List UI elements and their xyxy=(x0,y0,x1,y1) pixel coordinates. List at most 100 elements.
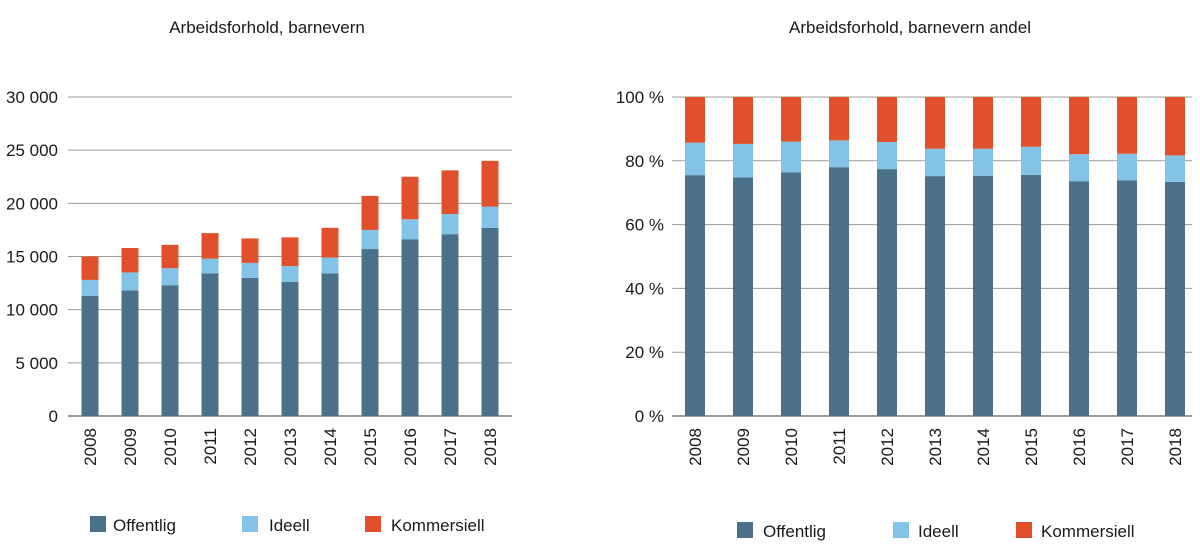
bar-kommersiell-2012 xyxy=(241,238,259,263)
bar-offentlig-2017 xyxy=(441,234,459,416)
bar-ideell-2015 xyxy=(1021,146,1041,175)
y-tick-labels: 0 % 20 % 40 % 60 % 80 % 100 % xyxy=(616,88,664,426)
bar-offentlig-2016 xyxy=(1069,181,1089,416)
bar-ideell-2008 xyxy=(81,279,99,296)
legend-swatch-ideell xyxy=(893,522,909,538)
x-tick-label: 2016 xyxy=(401,428,420,466)
x-tick-label: 2010 xyxy=(161,428,180,466)
bar-kommersiell-2012 xyxy=(877,97,897,142)
bar-kommersiell-2013 xyxy=(925,97,945,149)
x-tick-labels: 2008 2009 2010 2011 2012 2013 2014 2015 2016 2017… xyxy=(686,428,1185,466)
y-tick-label: 40 % xyxy=(625,279,664,298)
bar-kommersiell-2016 xyxy=(401,176,419,220)
bar-offentlig-2013 xyxy=(281,282,299,416)
bar-ideell-2013 xyxy=(281,266,299,283)
y-tick-label: 10 000 xyxy=(6,301,58,320)
legend-swatch-offentlig xyxy=(737,522,753,538)
bar-kommersiell-2016 xyxy=(1069,97,1089,155)
bar-ideell-2012 xyxy=(877,141,897,170)
bar-kommersiell-2011 xyxy=(201,233,219,259)
bar-ideell-2010 xyxy=(161,268,179,286)
bar-ideell-2014 xyxy=(321,257,339,274)
x-tick-label: 2008 xyxy=(81,428,100,466)
x-tick-label: 2015 xyxy=(1022,428,1041,466)
bar-offentlig-2009 xyxy=(733,177,753,416)
bar-ideell-2014 xyxy=(973,148,993,176)
x-tick-label: 2009 xyxy=(121,428,140,466)
bar-kommersiell-2017 xyxy=(1117,97,1137,154)
x-tick-labels: 2008 2009 2010 2011 2012 2013 2014 2015 2016 2017… xyxy=(81,428,500,466)
y-tick-label: 20 000 xyxy=(6,194,58,213)
chart-arbeidsforhold-andel: Arbeidsforhold, barnevern andel 0 % 20 % 4… xyxy=(616,18,1192,541)
bar-kommersiell-2008 xyxy=(81,256,99,280)
bar-offentlig-2013 xyxy=(925,176,945,416)
bar-kommersiell-2009 xyxy=(121,247,139,273)
x-tick-label: 2018 xyxy=(481,428,500,466)
bar-offentlig-2014 xyxy=(321,273,339,416)
legend-label-ideell: Ideell xyxy=(918,522,959,541)
legend-label-kommersiell: Kommersiell xyxy=(1041,522,1135,541)
y-tick-label: 0 % xyxy=(635,407,664,426)
bars xyxy=(685,97,1185,416)
legend: Offentlig Ideell Kommersiell xyxy=(90,516,485,535)
bar-offentlig-2012 xyxy=(241,277,259,416)
bar-offentlig-2011 xyxy=(201,273,219,416)
y-tick-label: 20 % xyxy=(625,343,664,362)
y-tick-label: 30 000 xyxy=(6,88,58,107)
bar-ideell-2017 xyxy=(1117,153,1137,181)
legend-swatch-kommersiell xyxy=(1016,522,1032,538)
bar-kommersiell-2009 xyxy=(733,97,753,144)
bar-ideell-2017 xyxy=(441,213,459,235)
x-tick-label: 2016 xyxy=(1070,428,1089,466)
y-tick-label: 60 % xyxy=(625,216,664,235)
bar-ideell-2016 xyxy=(401,219,419,240)
bar-kommersiell-2017 xyxy=(441,170,459,214)
y-tick-label: 80 % xyxy=(625,152,664,171)
bar-kommersiell-2018 xyxy=(1165,97,1185,156)
bar-kommersiell-2010 xyxy=(161,244,179,269)
bar-ideell-2018 xyxy=(1165,155,1185,182)
legend-label-kommersiell: Kommersiell xyxy=(391,516,485,535)
bar-ideell-2010 xyxy=(781,141,801,173)
legend: Offentlig Ideell Kommersiell xyxy=(737,522,1135,541)
bar-offentlig-2012 xyxy=(877,169,897,416)
bar-offentlig-2010 xyxy=(781,172,801,416)
bar-ideell-2011 xyxy=(201,258,219,274)
bar-kommersiell-2015 xyxy=(1021,97,1041,147)
y-tick-label: 0 xyxy=(49,407,58,426)
x-tick-label: 2017 xyxy=(441,428,460,466)
bar-offentlig-2008 xyxy=(81,295,99,416)
y-tick-label: 15 000 xyxy=(6,248,58,267)
x-tick-label: 2014 xyxy=(321,428,340,466)
x-tick-label: 2012 xyxy=(878,428,897,466)
chart-arbeidsforhold: Arbeidsforhold, barnevern 0 5 000 10 000 15… xyxy=(6,18,512,535)
x-tick-label: 2009 xyxy=(734,428,753,466)
x-tick-label: 2011 xyxy=(201,428,220,465)
bar-offentlig-2010 xyxy=(161,285,179,416)
bar-ideell-2008 xyxy=(685,142,705,176)
bar-ideell-2011 xyxy=(829,140,849,168)
x-tick-label: 2012 xyxy=(241,428,260,466)
bar-offentlig-2015 xyxy=(361,249,379,416)
bar-kommersiell-2010 xyxy=(781,97,801,142)
chart-title: Arbeidsforhold, barnevern xyxy=(169,18,365,37)
legend-label-offentlig: Offentlig xyxy=(763,522,826,541)
bar-ideell-2012 xyxy=(241,262,259,278)
x-tick-label: 2017 xyxy=(1118,428,1137,466)
y-tick-label: 100 % xyxy=(616,88,664,107)
bar-ideell-2016 xyxy=(1069,154,1089,182)
x-tick-label: 2010 xyxy=(782,428,801,466)
y-tick-label: 5 000 xyxy=(15,354,58,373)
x-tick-label: 2015 xyxy=(361,428,380,466)
x-tick-label: 2018 xyxy=(1166,428,1185,466)
bar-ideell-2018 xyxy=(481,206,499,228)
bar-kommersiell-2014 xyxy=(321,227,339,258)
bar-kommersiell-2013 xyxy=(281,237,299,267)
bar-kommersiell-2018 xyxy=(481,160,499,207)
bar-kommersiell-2015 xyxy=(361,195,379,230)
legend-swatch-ideell xyxy=(242,516,258,532)
bar-kommersiell-2008 xyxy=(685,97,705,143)
bar-offentlig-2009 xyxy=(121,290,139,416)
bar-offentlig-2011 xyxy=(829,167,849,416)
x-tick-label: 2013 xyxy=(281,428,300,466)
